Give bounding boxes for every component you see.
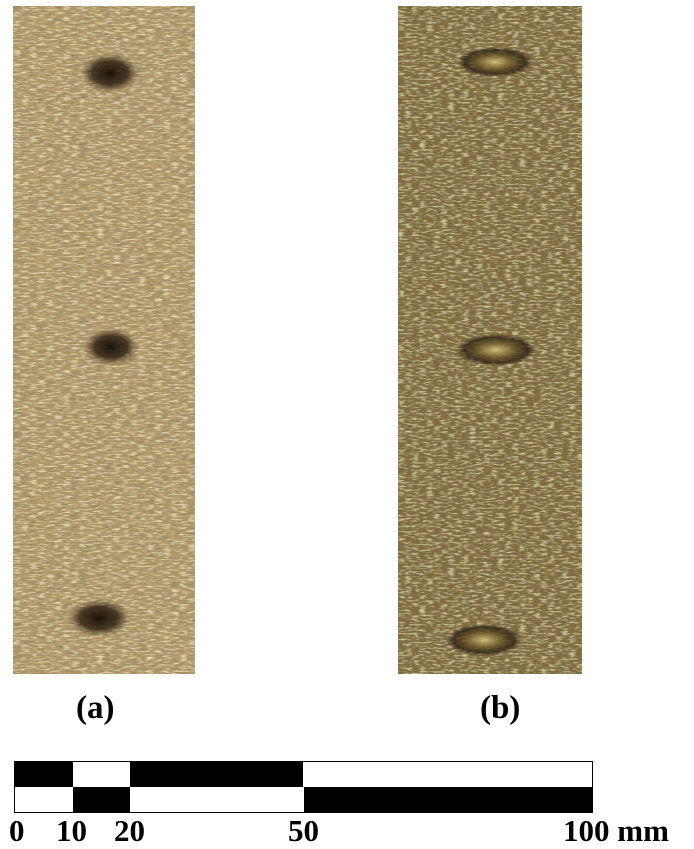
scale-tick-20: 20 xyxy=(114,813,145,848)
pit-b-2 xyxy=(456,334,536,366)
panel-label-b: (b) xyxy=(480,690,521,726)
scale-segment-bottom-0 xyxy=(15,787,73,812)
scale-tick-100: 100 mm xyxy=(563,813,669,848)
scale-tick-10: 10 xyxy=(56,813,87,848)
scale-segment-bottom-1 xyxy=(72,787,131,812)
scale-segment-top-3 xyxy=(303,762,592,787)
pit-a-3 xyxy=(67,599,131,637)
specimen-a-photo xyxy=(13,6,195,674)
scale-segment-top-0 xyxy=(15,762,73,787)
pit-a-2 xyxy=(83,328,139,366)
pit-b-1 xyxy=(457,47,533,77)
scale-bar xyxy=(14,761,593,813)
scale-tick-0: 0 xyxy=(9,813,25,848)
scale-segment-top-2 xyxy=(130,762,304,787)
panel-label-a: (a) xyxy=(76,690,115,726)
pit-b-3 xyxy=(446,624,522,656)
scale-segment-bottom-3 xyxy=(303,787,592,812)
pit-a-1 xyxy=(80,53,140,93)
scale-segment-top-1 xyxy=(72,762,131,787)
scale-tick-50: 50 xyxy=(288,813,319,848)
scale-segment-bottom-2 xyxy=(130,787,304,812)
specimen-b-photo xyxy=(398,6,582,674)
